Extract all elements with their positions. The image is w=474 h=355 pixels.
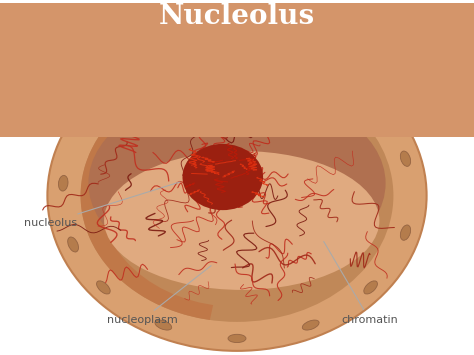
Ellipse shape [58, 175, 68, 191]
Text: nuclear envelope: nuclear envelope [313, 44, 410, 71]
Text: nucleoplasm: nucleoplasm [107, 266, 211, 325]
Ellipse shape [329, 73, 345, 84]
Ellipse shape [129, 73, 145, 84]
Text: Nucleolus: Nucleolus [159, 3, 315, 30]
Ellipse shape [97, 281, 110, 294]
Text: nuclear pore: nuclear pore [7, 87, 77, 109]
Ellipse shape [228, 334, 246, 343]
Ellipse shape [81, 70, 393, 322]
Ellipse shape [401, 225, 410, 240]
Ellipse shape [182, 144, 263, 210]
Ellipse shape [88, 88, 386, 278]
Polygon shape [81, 70, 373, 320]
Ellipse shape [155, 320, 172, 330]
Ellipse shape [364, 281, 377, 294]
Bar [0, 3, 474, 30]
Ellipse shape [80, 117, 92, 131]
Ellipse shape [374, 107, 386, 121]
Text: nucleolus: nucleolus [24, 182, 180, 228]
Ellipse shape [273, 53, 291, 62]
Ellipse shape [302, 320, 319, 330]
Ellipse shape [104, 151, 379, 290]
Ellipse shape [198, 51, 216, 59]
Ellipse shape [68, 237, 79, 252]
Ellipse shape [47, 40, 427, 351]
Text: chromatin: chromatin [324, 241, 398, 325]
Ellipse shape [401, 151, 410, 166]
FancyBboxPatch shape [0, 3, 474, 137]
